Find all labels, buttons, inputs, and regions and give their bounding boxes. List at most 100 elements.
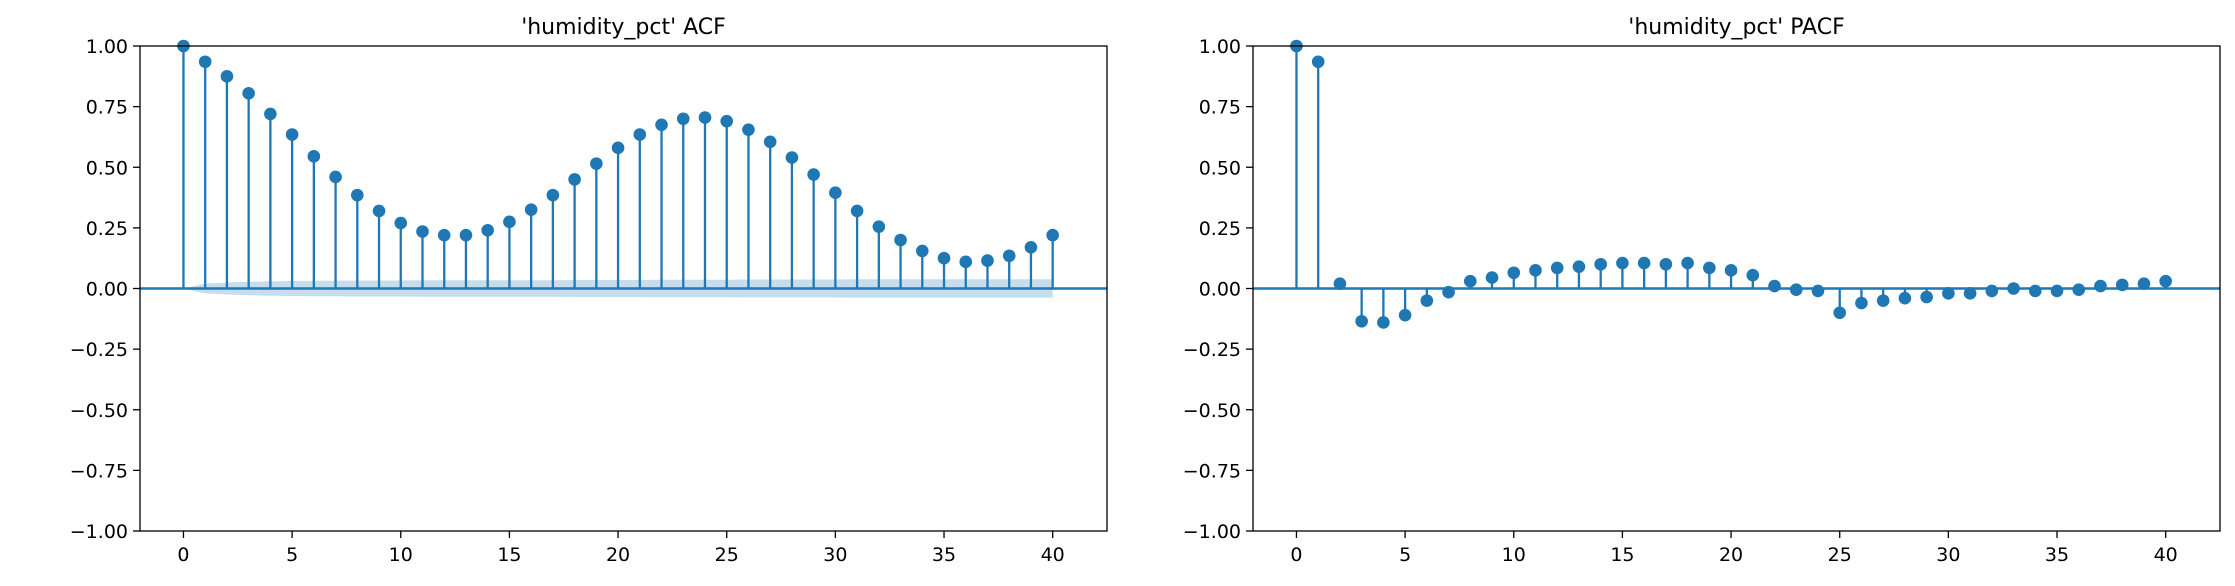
pacf-x-tick-label: 0 [1290,544,1302,566]
pacf-marker-lag-10 [1507,266,1521,280]
acf-marker-lag-14 [481,224,494,237]
pacf-y-tick-label: −0.50 [1183,400,1241,422]
acf-marker-lag-12 [437,228,451,242]
acf-y-tick-label: 0.00 [86,279,128,301]
pacf-marker-lag-37 [2094,279,2107,293]
pacf-marker-lag-2 [1333,277,1347,290]
pacf-y-tick-label: 0.75 [1199,97,1241,119]
pacf-marker-lag-15 [1616,256,1629,270]
pacf-y-tick-label: −0.25 [1183,339,1241,361]
acf-marker-lag-19 [590,157,603,170]
acf-marker-lag-27 [763,135,777,149]
pacf-marker-lag-22 [1768,279,1781,293]
acf-x-tick-label: 40 [1041,544,1065,566]
pacf-marker-lag-12 [1550,261,1564,275]
pacf-marker-lag-40 [2159,274,2172,288]
pacf-marker-lag-26 [1855,296,1868,310]
acf-marker-lag-7 [329,170,342,184]
pacf-marker-lag-9 [1485,271,1499,284]
pacf-x-tick-label: 15 [1610,544,1634,566]
pacf-x-tick-label: 40 [2154,544,2178,566]
acf-marker-lag-24 [698,111,712,124]
pacf-marker-lag-13 [1572,260,1586,273]
pacf-marker-lag-32 [1985,284,1999,298]
acf-y-tick-label: −0.25 [70,339,128,361]
acf-marker-lag-38 [1002,249,1016,263]
acf-marker-lag-35 [937,251,951,265]
acf-marker-lag-10 [394,216,408,230]
pacf-marker-lag-8 [1464,274,1477,288]
pacf-marker-lag-6 [1420,294,1434,307]
acf-panel: 0 5 10 15 20 25 30 35 40 −1.00 −0.75 −0.50 −0.25 0.00… [70,15,1108,566]
pacf-x-tick-label: 5 [1399,544,1411,566]
acf-marker-lag-4 [264,107,277,121]
acf-marker-lag-13 [459,228,473,242]
acf-marker-lag-25 [720,114,734,128]
pacf-panel: 0 5 10 15 20 25 30 35 40 −1.00 −0.75 −0.50 −0.25 0.00… [1183,15,2221,566]
pacf-marker-lag-34 [2028,284,2042,298]
acf-marker-lag-31 [850,204,864,218]
acf-y-tick-label: 0.50 [86,157,128,179]
acf-x-tick-label: 35 [932,544,956,566]
acf-marker-lag-28 [785,151,799,164]
pacf-x-tick-label: 35 [2045,544,2069,566]
pacf-marker-lag-38 [2115,278,2129,292]
acf-y-tick-label: −1.00 [70,521,128,543]
pacf-marker-lag-31 [1963,287,1977,300]
pacf-x-tick-label: 10 [1502,544,1526,566]
pacf-marker-lag-17 [1659,257,1673,271]
acf-marker-lag-6 [307,150,321,163]
pacf-y-tick-label: 0.00 [1199,279,1241,301]
acf-marker-lag-23 [676,112,690,126]
acf-marker-lag-21 [633,128,647,141]
pacf-marker-lag-3 [1355,314,1368,328]
pacf-marker-lag-20 [1724,264,1738,277]
pacf-marker-lag-30 [1942,287,1955,300]
acf-x-tick-label: 5 [286,544,298,566]
pacf-marker-lag-29 [1920,290,1933,304]
pacf-marker-lag-21 [1746,268,1760,282]
pacf-marker-lag-28 [1898,291,1912,305]
acf-marker-lag-32 [872,220,886,233]
acf-x-tick-label: 10 [389,544,413,566]
pacf-marker-lag-19 [1703,261,1716,275]
pacf-chart-title: 'humidity_pct' PACF [1628,15,1844,40]
acf-marker-lag-26 [742,123,755,136]
acf-marker-lag-15 [503,215,516,229]
pacf-marker-lag-23 [1789,283,1803,297]
acf-x-tick-label: 30 [823,544,847,566]
pacf-marker-lag-1 [1311,55,1325,69]
pacf-marker-lag-33 [2007,282,2020,295]
acf-marker-lag-8 [351,188,364,202]
pacf-marker-lag-36 [2072,283,2086,297]
acf-marker-lag-17 [546,188,560,202]
acf-marker-lag-22 [655,118,668,132]
acf-marker-lag-36 [959,255,973,269]
pacf-marker-lag-24 [1811,284,1825,298]
pacf-y-tick-label: 0.50 [1199,157,1241,179]
acf-marker-lag-37 [981,254,994,267]
pacf-marker-lag-5 [1398,308,1412,322]
acf-y-tick-label: 1.00 [86,36,128,58]
pacf-y-tick-label: 0.25 [1199,218,1241,240]
acf-marker-lag-1 [198,55,212,69]
acf-marker-lag-16 [524,203,538,216]
pacf-y-tick-label: −0.75 [1183,460,1241,482]
pacf-marker-lag-11 [1529,264,1542,277]
pacf-x-tick-label: 20 [1719,544,1743,566]
acf-marker-lag-18 [568,173,581,186]
acf-marker-lag-2 [220,70,234,83]
acf-marker-lag-3 [242,86,255,100]
acf-x-tick-label: 25 [715,544,739,566]
acf-x-tick-label: 15 [497,544,521,566]
acf-x-tick-label: 20 [606,544,630,566]
pacf-x-tick-label: 25 [1828,544,1852,566]
pacf-marker-lag-39 [2137,277,2151,290]
acf-marker-lag-40 [1046,228,1059,242]
pacf-x-tick-label: 30 [1936,544,1960,566]
pacf-marker-lag-25 [1833,306,1847,320]
pacf-marker-lag-4 [1377,316,1390,329]
pacf-marker-lag-16 [1637,256,1651,270]
